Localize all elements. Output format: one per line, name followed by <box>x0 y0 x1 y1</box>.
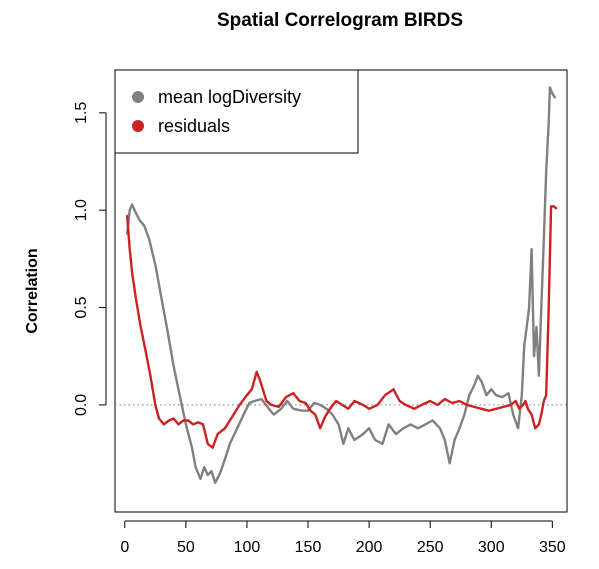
legend-box <box>114 69 359 154</box>
legend-label-mean-logdiversity: mean logDiversity <box>158 87 301 107</box>
y-tick-label: 1.0 <box>73 199 90 221</box>
y-axis: 0.0 0.5 1.0 1.5 <box>73 102 107 416</box>
y-tick-label: 1.5 <box>73 102 90 124</box>
series-layer <box>126 86 558 484</box>
series-line-mean-logdiversity <box>126 86 556 484</box>
x-tick-label: 150 <box>295 539 322 556</box>
chart-title: Spatial Correlogram BIRDS <box>217 10 463 31</box>
legend-marker-mean-logdiversity <box>132 91 144 103</box>
x-tick-label: 350 <box>539 539 566 556</box>
x-axis: 0 50 100 150 200 250 300 350 <box>120 520 566 556</box>
legend-label-residuals: residuals <box>158 116 230 136</box>
x-tick-label: 50 <box>177 539 195 556</box>
x-tick-label: 100 <box>234 539 261 556</box>
legend: mean logDiversity residuals <box>114 69 359 154</box>
y-axis-label: Correlation <box>24 248 41 333</box>
legend-marker-residuals <box>132 120 144 132</box>
series-line-residuals <box>126 205 558 449</box>
y-tick-label: 0.5 <box>73 296 90 318</box>
x-tick-label: 250 <box>417 539 444 556</box>
y-tick-label: 0.0 <box>73 394 90 416</box>
x-tick-label: 200 <box>356 539 383 556</box>
x-tick-label: 300 <box>478 539 505 556</box>
x-tick-label: 0 <box>120 539 129 556</box>
